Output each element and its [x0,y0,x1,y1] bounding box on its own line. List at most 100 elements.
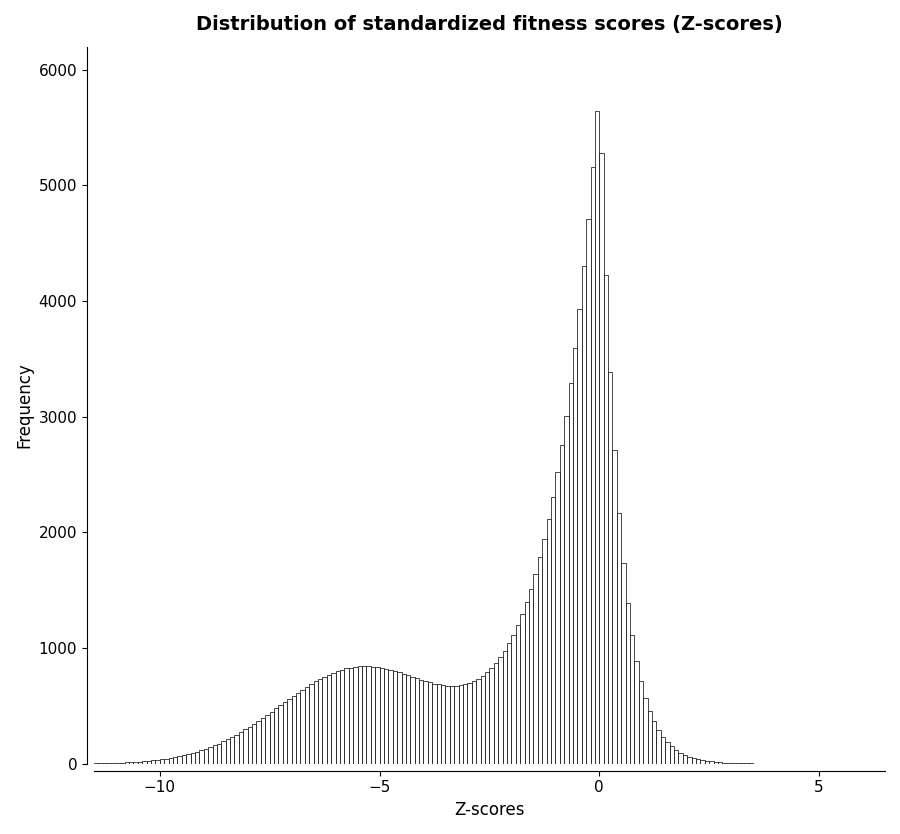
Bar [516,625,520,764]
Bar [590,168,595,764]
Bar [397,672,401,764]
Bar [696,759,700,764]
Bar [147,761,151,764]
Bar [665,742,670,764]
Bar [555,472,560,764]
Bar [525,602,529,764]
Bar [212,746,217,764]
Bar [124,762,129,764]
Bar [199,751,203,764]
Bar [507,643,511,764]
Bar [691,758,696,764]
Bar [436,685,441,764]
X-axis label: Z-scores: Z-scores [454,801,525,819]
Bar [322,676,327,764]
Bar [459,686,464,764]
Bar [494,663,499,764]
Bar [644,697,648,764]
Bar [586,219,590,764]
Bar [599,153,604,764]
Bar [129,762,133,764]
Bar [511,635,516,764]
Bar [410,676,415,764]
Bar [679,752,683,764]
Title: Distribution of standardized fitness scores (Z-scores): Distribution of standardized fitness sco… [196,15,783,34]
Bar [709,761,714,764]
Bar [226,739,230,764]
Bar [652,721,656,764]
Bar [415,678,419,764]
Bar [292,696,296,764]
Bar [203,749,208,764]
Bar [230,737,235,764]
Bar [499,657,502,764]
Bar [446,686,450,764]
Bar [248,726,252,764]
Bar [542,539,546,764]
Bar [340,670,345,764]
Bar [573,348,577,764]
Bar [428,682,432,764]
Bar [613,450,617,764]
Bar [287,699,292,764]
Bar [569,384,573,764]
Bar [630,635,634,764]
Bar [353,667,357,764]
Bar [485,672,490,764]
Bar [318,679,322,764]
Bar [560,445,564,764]
Bar [718,762,723,764]
Bar [502,651,507,764]
Bar [388,670,392,764]
Bar [133,762,138,764]
Bar [331,673,336,764]
Bar [670,746,674,764]
Y-axis label: Frequency: Frequency [15,362,33,448]
Bar [310,684,313,764]
Bar [357,666,362,764]
Bar [723,762,727,764]
Bar [261,718,266,764]
Bar [278,706,283,764]
Bar [595,111,599,764]
Bar [142,761,147,764]
Bar [529,589,534,764]
Bar [424,681,428,764]
Bar [401,674,406,764]
Bar [538,557,542,764]
Bar [700,760,705,764]
Bar [168,758,173,764]
Bar [432,684,436,764]
Bar [160,759,164,764]
Bar [173,757,177,764]
Bar [419,680,424,764]
Bar [182,756,186,764]
Bar [256,721,261,764]
Bar [577,309,581,764]
Bar [441,686,446,764]
Bar [151,761,156,764]
Bar [472,681,476,764]
Bar [283,702,287,764]
Bar [195,751,199,764]
Bar [238,732,243,764]
Bar [313,681,318,764]
Bar [688,756,691,764]
Bar [454,686,459,764]
Bar [683,755,688,764]
Bar [551,497,555,764]
Bar [164,759,168,764]
Bar [490,668,494,764]
Bar [235,735,238,764]
Bar [520,614,525,764]
Bar [656,730,661,764]
Bar [467,683,472,764]
Bar [362,666,366,764]
Bar [375,667,380,764]
Bar [392,671,397,764]
Bar [380,668,384,764]
Bar [301,690,305,764]
Bar [648,711,652,764]
Bar [546,519,551,764]
Bar [349,667,353,764]
